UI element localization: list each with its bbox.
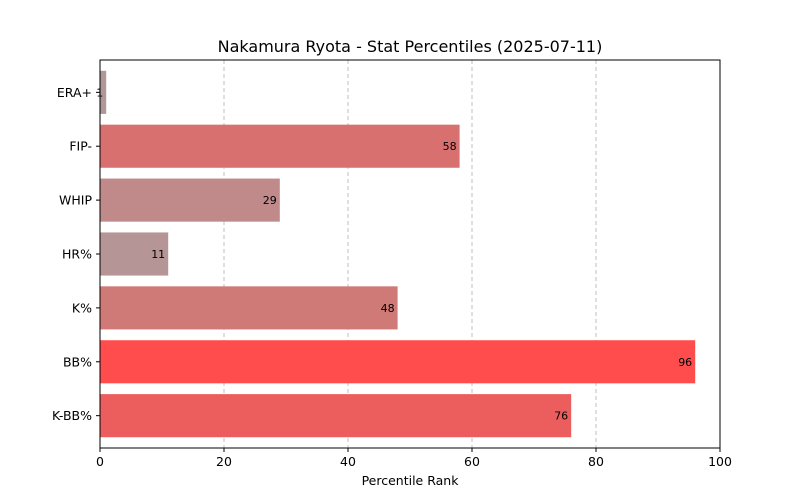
bar (100, 124, 460, 168)
bar (100, 232, 169, 276)
y-tick-label: FIP- (69, 139, 92, 154)
y-axis: ERA+ FIP- WHIP HR% K% BB% K-BB% (52, 85, 100, 423)
bar-value-label: 76 (554, 410, 568, 423)
x-tick-label: 40 (340, 454, 356, 469)
x-tick-label: 100 (708, 454, 732, 469)
y-tick-label: ERA+ (57, 85, 92, 100)
x-tick-label: 80 (588, 454, 604, 469)
y-tick-label: K% (72, 300, 92, 315)
bar-value-label: 11 (151, 248, 165, 261)
bar (100, 178, 280, 222)
plot-frame (99, 59, 721, 449)
bar (100, 286, 398, 330)
bar-value-label: 58 (443, 140, 457, 153)
bar-value-label: 48 (381, 302, 395, 315)
x-tick-label: 20 (216, 454, 232, 469)
y-tick-label: WHIP (59, 193, 92, 208)
bar-value-label: 96 (678, 356, 692, 369)
bar (100, 394, 572, 438)
bar (100, 340, 696, 384)
bar (100, 70, 107, 114)
x-axis-label: Percentile Rank (362, 473, 460, 488)
bar-value-label: 29 (263, 194, 277, 207)
grid (223, 60, 597, 448)
bars: 1582911489676 (96, 70, 696, 438)
x-tick-label: 60 (464, 454, 480, 469)
y-tick-label: HR% (62, 247, 92, 262)
y-tick-label: K-BB% (52, 408, 92, 423)
y-tick-label: BB% (63, 354, 92, 369)
x-tick-label: 0 (96, 454, 104, 469)
chart-title: Nakamura Ryota - Stat Percentiles (2025-… (218, 37, 603, 56)
x-axis: 0 20 40 60 80 100 (96, 448, 732, 469)
